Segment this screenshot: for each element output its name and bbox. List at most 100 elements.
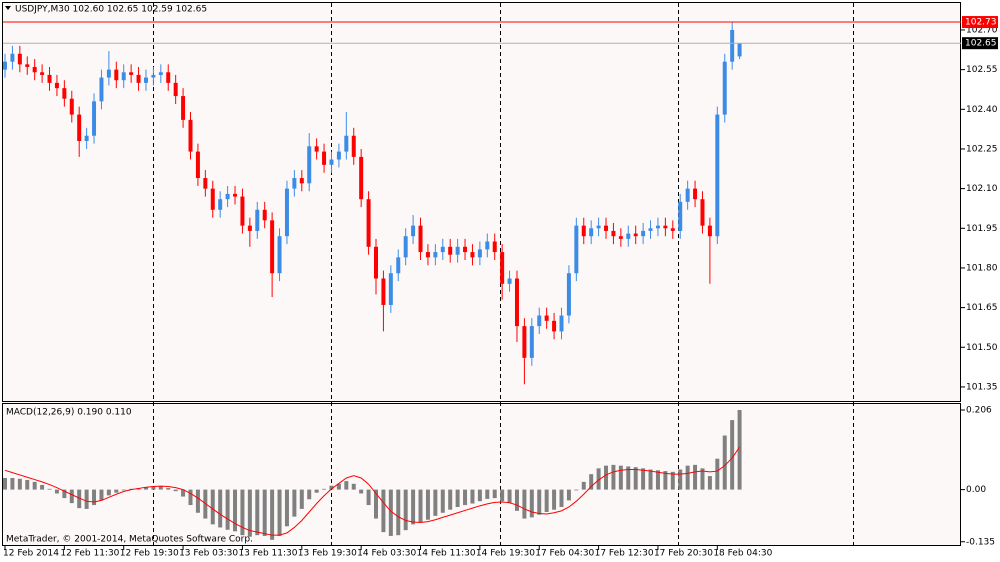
candle-body <box>418 225 423 253</box>
candle-body <box>544 315 549 321</box>
footer: MetaTrader, © 2001-2014, MetaQuotes Soft… <box>6 535 253 545</box>
macd-bar <box>270 489 275 540</box>
macd-bar <box>173 489 178 492</box>
candle-body <box>203 178 208 189</box>
candle-body <box>433 252 438 258</box>
candle-body <box>730 29 735 62</box>
macd-bar <box>17 478 22 490</box>
macd-bar <box>292 489 297 517</box>
candle-body <box>477 249 482 258</box>
macd-bar <box>574 489 579 491</box>
candle-body <box>359 156 364 200</box>
candle-body <box>552 320 557 332</box>
candle-body <box>69 98 74 115</box>
macd-bar <box>336 483 341 490</box>
macd-bar <box>455 489 460 507</box>
candle-body <box>566 273 571 316</box>
candle-body <box>618 236 623 239</box>
macd-bar <box>566 489 571 501</box>
x-tick-label: 13 Feb 19:30 <box>298 549 357 559</box>
candle-body <box>678 201 683 231</box>
candle-body <box>485 241 490 250</box>
macd-bar <box>648 469 653 490</box>
macd-bar <box>618 465 623 490</box>
candle-body <box>218 199 223 210</box>
macd-bar <box>62 489 67 499</box>
candle-body <box>737 43 742 57</box>
macd-bar <box>448 489 453 510</box>
macd-bar <box>730 420 735 490</box>
macd-bar <box>707 476 712 490</box>
x-tick-label: 17 Feb 20:30 <box>654 549 713 559</box>
macd-bar <box>40 484 45 490</box>
candle-body <box>529 326 534 358</box>
y-tick-label: -0.135 <box>966 537 995 547</box>
candle-body <box>470 252 475 258</box>
candle-body <box>648 228 653 231</box>
y-tick-label: 0.206 <box>966 406 992 416</box>
candle-body <box>670 228 675 231</box>
macd-bar <box>388 489 393 536</box>
macd-bar <box>77 489 82 509</box>
candle-body <box>225 193 230 200</box>
macd-bar <box>529 489 534 518</box>
macd-bar <box>678 469 683 490</box>
x-tick-label: 17 Feb 12:30 <box>595 549 654 559</box>
macd-bar <box>10 478 15 490</box>
y-tick-label: 102.10 <box>966 184 998 194</box>
candle-body <box>143 77 148 83</box>
candle-body <box>500 252 505 284</box>
candle-body <box>351 135 356 157</box>
macd-bar <box>225 489 230 530</box>
macd-bar <box>522 489 527 519</box>
macd-bar <box>32 481 37 490</box>
macd-bar <box>500 489 505 502</box>
macd-bar <box>492 489 497 499</box>
macd-bar <box>552 489 557 510</box>
macd-bar <box>715 458 720 490</box>
macd-bar <box>114 489 119 493</box>
price-level-label: 102.65 <box>965 39 997 49</box>
macd-bar <box>277 489 282 536</box>
candle-body <box>188 119 193 152</box>
price-level-label: 102.73 <box>965 18 997 28</box>
candle-body <box>262 209 267 221</box>
macd-bar <box>670 471 675 490</box>
macd-bar <box>351 483 356 490</box>
macd-bar <box>84 489 89 509</box>
macd-bar <box>440 489 445 513</box>
macd-bar <box>218 489 223 528</box>
candle-body <box>633 233 638 237</box>
x-tick-label: 13 Feb 03:30 <box>179 549 238 559</box>
macd-panel <box>2 403 961 546</box>
candle-body <box>136 74 141 83</box>
candle-body <box>284 188 289 237</box>
macd-bar <box>685 465 690 490</box>
macd-bar <box>433 489 438 516</box>
macd-bar <box>158 486 163 490</box>
candle-body <box>403 236 408 258</box>
macd-bar <box>477 489 482 502</box>
macd-bar <box>633 467 638 490</box>
macd-bar <box>507 489 512 504</box>
macd-bar <box>69 489 74 504</box>
y-tick-label: 102.70 <box>966 25 998 35</box>
menu-arrow[interactable] <box>5 6 11 10</box>
candle-body <box>47 74 52 83</box>
candle-body <box>3 61 7 70</box>
x-tick-label: 17 Feb 04:30 <box>535 549 594 559</box>
macd-bar <box>314 489 319 493</box>
x-tick-label: 14 Feb 03:30 <box>357 549 416 559</box>
macd-bar <box>99 489 104 501</box>
macd-bar <box>722 435 727 490</box>
price-level-box <box>962 37 998 50</box>
candle-body <box>611 230 616 237</box>
candle-body <box>62 88 67 99</box>
signal-line <box>4 446 740 536</box>
candle-body <box>463 246 468 253</box>
candle-body <box>507 278 512 284</box>
macd-bar <box>604 465 609 490</box>
price-panel <box>2 2 961 402</box>
y-tick-label: 0.00 <box>966 485 986 495</box>
